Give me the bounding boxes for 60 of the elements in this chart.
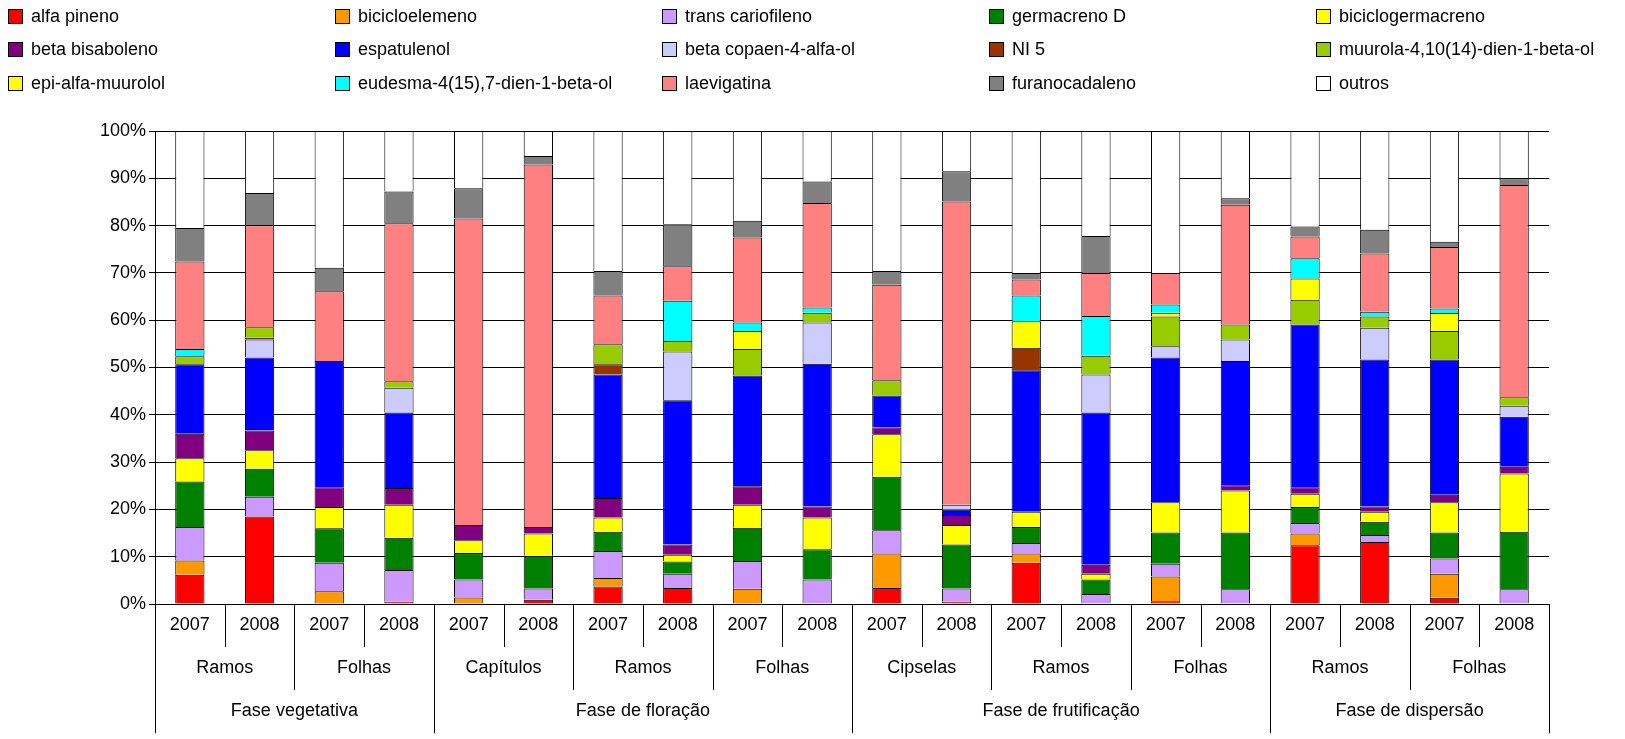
category-label: Ramos bbox=[1311, 657, 1369, 678]
y-tick-label: 30% bbox=[109, 451, 146, 472]
y-tick-label: 90% bbox=[109, 167, 146, 188]
y-tick-label: 40% bbox=[109, 403, 146, 424]
category-label: 2008 bbox=[1354, 614, 1395, 635]
category-label: 2007 bbox=[866, 614, 907, 635]
category-label: 2008 bbox=[239, 614, 280, 635]
category-label: 2007 bbox=[309, 614, 350, 635]
legend-label: beta copaen-4-alfa-ol bbox=[685, 39, 856, 61]
category-label: Ramos bbox=[196, 657, 254, 678]
legend-label: laevigatina bbox=[685, 72, 772, 94]
category-label: 2007 bbox=[1285, 614, 1326, 635]
category-label: Cipselas bbox=[887, 657, 957, 678]
category-label: 2007 bbox=[588, 614, 629, 635]
legend-label: epi-alfa-muurolol bbox=[31, 72, 166, 94]
y-tick-label: 20% bbox=[109, 498, 146, 519]
category-label: 2007 bbox=[1145, 614, 1186, 635]
category-label: Fase de frutificação bbox=[982, 700, 1140, 721]
y-tick-label: 0% bbox=[119, 592, 146, 613]
category-label: Fase vegetativa bbox=[230, 700, 358, 721]
legend-label: germacreno D bbox=[1012, 6, 1127, 28]
legend-label: eudesma-4(15),7-dien-1-beta-ol bbox=[358, 72, 613, 94]
y-tick-label: 100% bbox=[99, 119, 146, 140]
legend-label: espatulenol bbox=[358, 39, 451, 61]
category-label: 2008 bbox=[518, 614, 559, 635]
category-label: Folhas bbox=[1452, 657, 1507, 678]
legend-label: muurola-4,10(14)-dien-1-beta-ol bbox=[1339, 39, 1595, 61]
category-label: 2008 bbox=[936, 614, 977, 635]
category-label: Folhas bbox=[755, 657, 810, 678]
category-label: 2008 bbox=[1494, 614, 1535, 635]
y-tick-label: 60% bbox=[109, 309, 146, 330]
legend-label: biciclogermacreno bbox=[1339, 6, 1486, 28]
category-label: 2008 bbox=[657, 614, 698, 635]
legend-label: bicicloelemeno bbox=[358, 6, 478, 28]
category-label: 2008 bbox=[1215, 614, 1256, 635]
y-tick-label: 50% bbox=[109, 356, 146, 377]
legend-label: beta bisaboleno bbox=[31, 39, 159, 61]
category-label: 2007 bbox=[727, 614, 768, 635]
category-label: Folhas bbox=[337, 657, 392, 678]
legend-label: furanocadaleno bbox=[1012, 72, 1137, 94]
category-label: Capítulos bbox=[465, 657, 542, 678]
y-tick-label: 70% bbox=[109, 261, 146, 282]
y-tick-label: 80% bbox=[109, 214, 146, 235]
category-label: 2007 bbox=[1006, 614, 1047, 635]
y-tick-label: 10% bbox=[109, 545, 146, 566]
category-label: Ramos bbox=[614, 657, 672, 678]
category-label: 2008 bbox=[797, 614, 838, 635]
category-label: 2007 bbox=[448, 614, 489, 635]
category-label: Fase de floração bbox=[575, 700, 710, 721]
legend-label: alfa pineno bbox=[31, 6, 120, 28]
category-label: Folhas bbox=[1173, 657, 1228, 678]
legend-label: trans cariofileno bbox=[685, 6, 813, 28]
category-label: Ramos bbox=[1032, 657, 1090, 678]
legend-label: NI 5 bbox=[1012, 39, 1046, 61]
category-label: 2007 bbox=[1424, 614, 1465, 635]
category-label: Fase de dispersão bbox=[1335, 700, 1484, 721]
category-label: 2008 bbox=[1075, 614, 1116, 635]
text: outros bbox=[1339, 72, 1390, 94]
category-label: 2007 bbox=[169, 614, 210, 635]
category-label: 2008 bbox=[378, 614, 419, 635]
